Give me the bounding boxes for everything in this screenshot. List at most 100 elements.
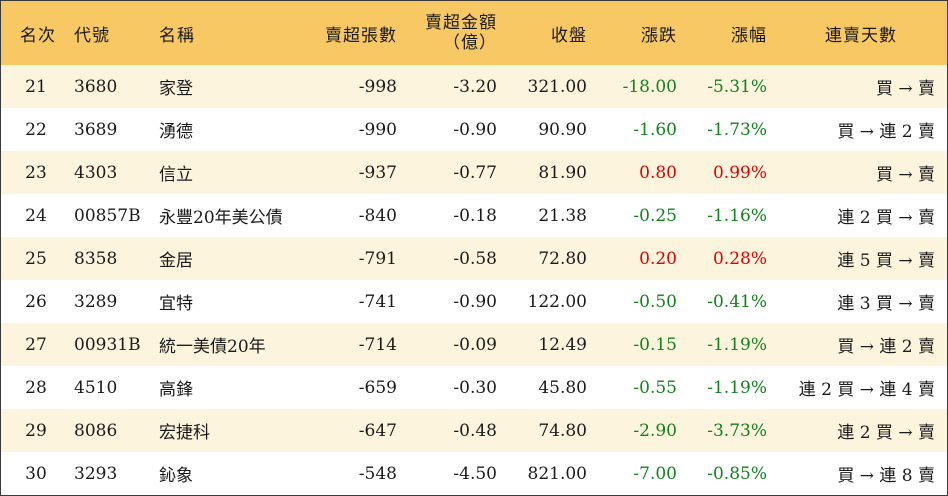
- cell-close: 72.80: [538, 248, 587, 269]
- header-change[interactable]: 漲跌: [641, 25, 677, 46]
- cell-code[interactable]: 3680: [74, 76, 118, 97]
- cell-code[interactable]: 8358: [74, 248, 118, 269]
- cell-change: -18.00: [622, 76, 677, 97]
- cell-change: -7.00: [633, 463, 677, 484]
- cell-consecutive-days: 買 → 連 2 賣: [837, 337, 935, 357]
- cell-consecutive-days: 買 → 賣: [875, 165, 935, 185]
- cell-rank: 24: [25, 205, 47, 226]
- cell-consecutive-days: 買 → 連 2 賣: [837, 122, 935, 142]
- table-row[interactable]: 27 00931B 統一美債20年 -714 -0.09 12.49 -0.15 -1.19%…: [1, 323, 947, 366]
- cell-consecutive-days: 買 → 賣: [875, 79, 935, 99]
- cell-rank: 30: [25, 463, 47, 484]
- table-row[interactable]: 28 4510 高鋒 -659 -0.30 45.80 -0.55 -1.19% 連 2 買 →…: [1, 366, 947, 409]
- cell-change-pct: -0.41%: [707, 291, 767, 312]
- cell-code[interactable]: 00931B: [74, 334, 141, 355]
- header-close[interactable]: 收盤: [551, 25, 587, 46]
- cell-code[interactable]: 8086: [74, 420, 118, 441]
- header-sell-amount-unit: （億）: [443, 33, 497, 53]
- cell-code[interactable]: 4303: [74, 162, 118, 183]
- cell-name[interactable]: 鈊象: [159, 466, 193, 486]
- cell-code[interactable]: 3689: [74, 119, 118, 140]
- cell-sell-amount: -3.20: [453, 76, 497, 97]
- cell-name[interactable]: 高鋒: [159, 380, 193, 400]
- cell-sell-amount: -4.50: [453, 463, 497, 484]
- cell-change-pct: 0.28%: [712, 248, 767, 269]
- cell-sell-amount: -0.18: [453, 205, 497, 226]
- header-sell-amount[interactable]: 賣超金額 （億）: [401, 1, 497, 65]
- cell-consecutive-days: 連 2 買 → 賣: [837, 423, 935, 443]
- cell-close: 21.38: [538, 205, 587, 226]
- cell-rank: 26: [25, 291, 47, 312]
- cell-rank: 28: [25, 377, 47, 398]
- cell-sell-lots: -659: [358, 377, 397, 398]
- header-rank[interactable]: 名次: [20, 25, 56, 46]
- table-row[interactable]: 22 3689 湧德 -990 -0.90 90.90 -1.60 -1.73% 買 → 連 2…: [1, 108, 947, 151]
- cell-sell-lots: -937: [358, 162, 397, 183]
- table-row[interactable]: 24 00857B 永豐20年美公債 -840 -0.18 21.38 -0.25 -1.16…: [1, 194, 947, 237]
- cell-sell-lots: -990: [358, 119, 397, 140]
- cell-name[interactable]: 宜特: [159, 294, 193, 314]
- cell-name[interactable]: 永豐20年美公債: [159, 208, 283, 228]
- table-row[interactable]: 23 4303 信立 -937 -0.77 81.90 0.80 0.99% 買 → 賣: [1, 151, 947, 194]
- cell-sell-amount: -0.58: [453, 248, 497, 269]
- table-row[interactable]: 29 8086 宏捷科 -647 -0.48 74.80 -2.90 -3.73% 連 2 買 …: [1, 409, 947, 452]
- cell-consecutive-days: 連 5 買 → 賣: [837, 251, 935, 271]
- cell-name[interactable]: 宏捷科: [159, 423, 210, 443]
- cell-sell-lots: -998: [358, 76, 397, 97]
- cell-close: 90.90: [538, 119, 587, 140]
- cell-rank: 22: [25, 119, 47, 140]
- cell-change-pct: -1.16%: [707, 205, 767, 226]
- cell-name[interactable]: 家登: [159, 79, 193, 99]
- cell-close: 12.49: [538, 334, 587, 355]
- cell-change-pct: -3.73%: [707, 420, 767, 441]
- cell-code[interactable]: 3289: [74, 291, 118, 312]
- cell-close: 122.00: [527, 291, 587, 312]
- cell-change: 0.80: [639, 162, 677, 183]
- table-row[interactable]: 25 8358 金居 -791 -0.58 72.80 0.20 0.28% 連 5 買 → 賣: [1, 237, 947, 280]
- cell-change: -0.50: [633, 291, 677, 312]
- cell-rank: 29: [25, 420, 47, 441]
- cell-code[interactable]: 4510: [74, 377, 118, 398]
- table-row[interactable]: 30 3293 鈊象 -548 -4.50 821.00 -7.00 -0.85% 買 → 連 …: [1, 452, 947, 495]
- cell-close: 45.80: [538, 377, 587, 398]
- table-row[interactable]: 26 3289 宜特 -741 -0.90 122.00 -0.50 -0.41% 連 3 買 …: [1, 280, 947, 323]
- header-code[interactable]: 代號: [74, 25, 110, 46]
- cell-name[interactable]: 湧德: [159, 122, 193, 142]
- cell-name[interactable]: 金居: [159, 251, 193, 271]
- cell-code[interactable]: 00857B: [74, 205, 141, 226]
- table-row[interactable]: 21 3680 家登 -998 -3.20 321.00 -18.00 -5.31% 買 → 賣: [1, 65, 947, 108]
- cell-sell-lots: -840: [358, 205, 397, 226]
- cell-code[interactable]: 3293: [74, 463, 118, 484]
- cell-sell-lots: -647: [358, 420, 397, 441]
- cell-name[interactable]: 統一美債20年: [159, 337, 266, 357]
- cell-change: 0.20: [639, 248, 677, 269]
- cell-change: -0.55: [633, 377, 677, 398]
- cell-close: 74.80: [538, 420, 587, 441]
- cell-change: -0.15: [633, 334, 677, 355]
- cell-sell-lots: -791: [358, 248, 397, 269]
- cell-rank: 25: [25, 248, 47, 269]
- cell-change-pct: -5.31%: [707, 76, 767, 97]
- cell-rank: 21: [25, 76, 47, 97]
- cell-sell-amount: -0.30: [453, 377, 497, 398]
- cell-name[interactable]: 信立: [159, 165, 193, 185]
- cell-consecutive-days: 連 2 買 → 連 4 賣: [798, 380, 935, 400]
- cell-change: -0.25: [633, 205, 677, 226]
- cell-sell-lots: -741: [358, 291, 397, 312]
- header-sell-lots[interactable]: 賣超張數: [325, 25, 397, 46]
- table-header: 名次 代號 名稱 賣超張數 賣超金額 （億） 收盤 漲跌 漲幅 連賣天數: [1, 1, 947, 65]
- header-name[interactable]: 名稱: [159, 25, 195, 46]
- cell-close: 321.00: [527, 76, 587, 97]
- cell-sell-amount: -0.09: [453, 334, 497, 355]
- header-consecutive-days[interactable]: 連賣天數: [825, 25, 897, 46]
- cell-change: -1.60: [633, 119, 677, 140]
- header-change-pct[interactable]: 漲幅: [731, 25, 767, 46]
- cell-close: 81.90: [538, 162, 587, 183]
- cell-consecutive-days: 買 → 連 8 賣: [837, 466, 935, 486]
- cell-change-pct: -1.73%: [707, 119, 767, 140]
- cell-sell-lots: -548: [358, 463, 397, 484]
- cell-consecutive-days: 連 3 買 → 賣: [837, 294, 935, 314]
- header-sell-amount-title: 賣超金額: [425, 13, 497, 33]
- cell-consecutive-days: 連 2 買 → 賣: [837, 208, 935, 228]
